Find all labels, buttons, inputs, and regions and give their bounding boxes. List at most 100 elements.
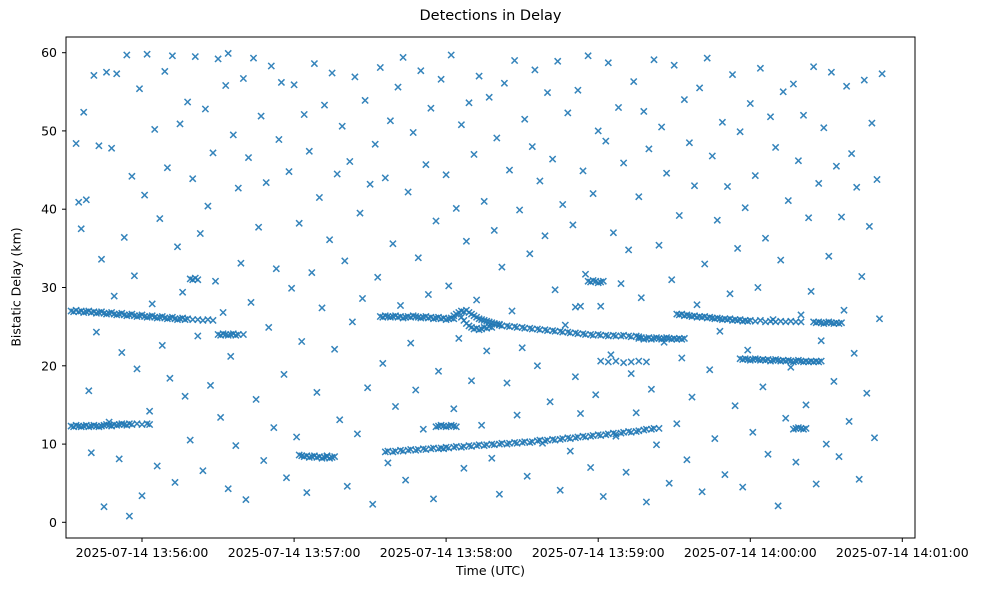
data-point-x-marker bbox=[211, 277, 220, 285]
data-point-x-marker bbox=[756, 64, 765, 72]
data-point-x-marker bbox=[718, 118, 727, 126]
data-point-x-marker bbox=[650, 56, 658, 64]
x-axis-tick-label: 2025-07-14 13:57:00 bbox=[228, 545, 361, 560]
data-point-x-marker bbox=[214, 55, 222, 63]
data-point-x-marker bbox=[336, 416, 344, 424]
data-point-x-marker bbox=[351, 73, 359, 81]
data-point-x-marker bbox=[439, 445, 448, 453]
y-axis-tick-label: 60 bbox=[41, 45, 57, 60]
y-axis-tick-label: 10 bbox=[41, 437, 57, 452]
data-point-x-marker bbox=[584, 52, 592, 60]
data-point-x-marker bbox=[564, 109, 572, 117]
data-point-x-marker bbox=[802, 424, 810, 433]
data-point-x-marker bbox=[642, 358, 651, 366]
data-point-x-marker bbox=[300, 110, 308, 119]
data-point-x-marker bbox=[437, 75, 445, 83]
data-point-x-marker bbox=[330, 452, 339, 461]
data-point-x-marker bbox=[77, 225, 85, 233]
data-point-x-marker bbox=[85, 387, 93, 395]
data-point-x-marker bbox=[642, 498, 651, 506]
data-point-x-marker bbox=[265, 323, 273, 332]
data-point-x-marker bbox=[498, 263, 506, 271]
data-point-x-marker bbox=[647, 385, 656, 393]
data-point-x-marker bbox=[847, 149, 856, 158]
data-point-x-marker bbox=[275, 135, 283, 144]
data-point-x-marker bbox=[401, 476, 410, 484]
data-point-x-marker bbox=[632, 409, 640, 417]
data-point-x-marker bbox=[495, 490, 504, 498]
data-point-x-marker bbox=[384, 459, 392, 467]
data-point-x-marker bbox=[635, 193, 643, 201]
data-point-x-marker bbox=[181, 392, 189, 400]
data-point-x-marker bbox=[624, 246, 633, 254]
data-point-x-marker bbox=[341, 257, 349, 265]
data-point-x-marker bbox=[685, 139, 694, 147]
data-point-x-marker bbox=[412, 386, 420, 394]
data-point-x-marker bbox=[723, 182, 732, 191]
data-point-x-marker bbox=[817, 357, 825, 365]
data-point-x-marker bbox=[779, 88, 787, 96]
data-point-x-marker bbox=[662, 169, 671, 177]
data-point-x-marker bbox=[396, 301, 405, 310]
y-axis-tick-label: 50 bbox=[41, 123, 57, 138]
data-point-x-marker bbox=[394, 83, 402, 91]
data-point-x-marker bbox=[594, 127, 602, 135]
data-point-x-marker bbox=[728, 70, 737, 79]
data-point-x-marker bbox=[652, 441, 661, 449]
data-point-x-marker bbox=[186, 436, 194, 444]
data-point-x-marker bbox=[660, 338, 668, 346]
data-point-x-marker bbox=[110, 292, 118, 300]
data-point-x-marker bbox=[333, 170, 341, 178]
data-point-x-marker bbox=[855, 475, 863, 483]
data-point-x-marker bbox=[310, 59, 319, 68]
data-point-x-marker bbox=[744, 346, 752, 354]
y-axis-tick-label: 20 bbox=[41, 358, 57, 373]
data-point-x-marker bbox=[280, 370, 288, 379]
data-point-x-marker bbox=[815, 179, 823, 188]
data-point-x-marker bbox=[166, 374, 174, 382]
data-point-x-marker bbox=[581, 270, 590, 278]
data-point-x-marker bbox=[607, 351, 615, 359]
data-point-x-marker bbox=[138, 492, 146, 500]
data-point-x-marker bbox=[726, 290, 734, 298]
data-point-x-marker bbox=[551, 286, 559, 294]
data-point-x-marker bbox=[840, 306, 848, 314]
data-point-x-marker bbox=[630, 77, 638, 86]
data-point-x-marker bbox=[363, 384, 372, 392]
data-point-x-marker bbox=[232, 441, 240, 450]
data-point-x-marker bbox=[95, 142, 103, 150]
data-point-x-marker bbox=[323, 452, 331, 460]
data-point-x-marker bbox=[442, 171, 450, 179]
data-point-x-marker bbox=[151, 125, 159, 134]
data-point-x-marker bbox=[153, 462, 161, 470]
data-point-x-marker bbox=[716, 327, 724, 335]
data-point-x-marker bbox=[176, 120, 184, 128]
data-point-x-marker bbox=[87, 449, 95, 457]
data-point-x-marker bbox=[356, 209, 364, 217]
data-point-x-marker bbox=[863, 389, 871, 397]
data-point-x-marker bbox=[508, 307, 516, 315]
data-point-x-marker bbox=[521, 115, 529, 123]
x-axis-label: Time (UTC) bbox=[455, 563, 526, 578]
data-point-x-marker bbox=[183, 98, 192, 106]
data-point-x-marker bbox=[242, 495, 250, 504]
data-point-x-marker bbox=[711, 434, 719, 443]
data-point-x-marker bbox=[599, 492, 607, 501]
data-point-x-marker bbox=[432, 217, 440, 225]
data-point-x-marker bbox=[330, 345, 339, 353]
data-point-x-marker bbox=[353, 430, 362, 438]
data-point-x-marker bbox=[721, 470, 729, 479]
data-point-x-marker bbox=[878, 70, 886, 78]
data-point-x-marker bbox=[348, 318, 357, 326]
data-point-x-marker bbox=[827, 68, 836, 76]
data-point-x-marker bbox=[224, 49, 232, 58]
data-point-x-marker bbox=[655, 241, 663, 249]
data-point-x-marker bbox=[249, 54, 258, 62]
data-point-x-marker bbox=[622, 468, 630, 476]
data-point-x-marker bbox=[756, 316, 765, 325]
data-point-x-marker bbox=[503, 379, 511, 387]
data-point-x-marker bbox=[399, 53, 407, 62]
data-point-x-marker bbox=[224, 485, 232, 493]
data-point-x-marker bbox=[72, 139, 80, 148]
data-point-x-marker bbox=[346, 157, 354, 166]
